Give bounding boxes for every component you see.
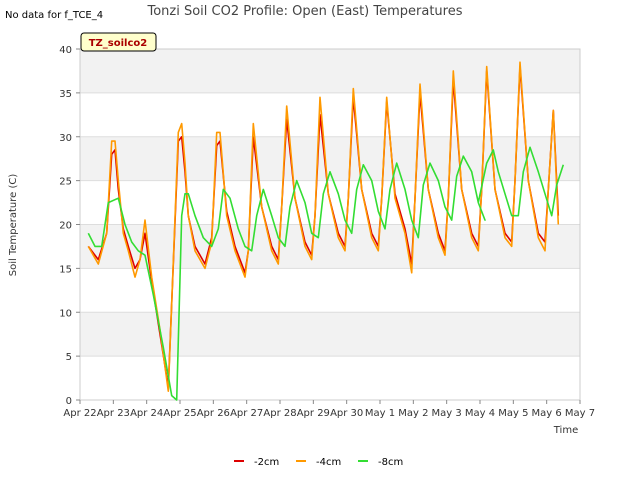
plot-band (80, 49, 580, 93)
x-tick-label: Apr 29 (297, 408, 330, 419)
badge-box (80, 32, 157, 52)
legend-label: -8cm (378, 457, 403, 468)
source-badge: TZ_soilco2 (80, 32, 157, 52)
x-tick-label: May 5 (498, 408, 528, 419)
legend-label: -2cm (254, 457, 279, 468)
series-line-8cmcm (87, 146, 565, 401)
y-tick-label: 35 (59, 89, 72, 100)
y-tick-label: 0 (66, 396, 72, 407)
x-tick-label: May 3 (432, 408, 462, 419)
y-tick-label: 15 (59, 264, 72, 275)
y-tick-label: 30 (59, 133, 72, 144)
x-axis-label: Time (553, 425, 578, 436)
x-tick-label: May 4 (465, 408, 495, 419)
x-tick-label: Apr 22 (63, 408, 96, 419)
chart-title: Tonzi Soil CO2 Profile: Open (East) Temp… (146, 4, 462, 19)
x-tick-label: Apr 23 (97, 408, 130, 419)
x-tick-label: Apr 25 (163, 408, 196, 419)
x-tick-label: Apr 27 (230, 408, 263, 419)
y-tick-label: 25 (59, 177, 72, 188)
legend-label: -4cm (316, 457, 341, 468)
no-data-note: No data for f_TCE_4 (5, 10, 103, 21)
x-axis-ticks: Apr 22 Apr 23 Apr 24 Apr 25 Apr 26 Apr 27 Apr … (63, 400, 595, 419)
plot-band (80, 312, 580, 357)
plot-band (80, 356, 580, 400)
y-axis-ticks: 0 5 10 15 20 25 30 35 40 (59, 45, 80, 407)
badge-label: TZ_soilco2 (89, 38, 148, 49)
y-tick-label: 20 (59, 221, 72, 232)
x-tick-label: May 1 (365, 408, 395, 419)
y-axis-label: Soil Temperature (C) (8, 174, 19, 277)
y-tick-label: 40 (59, 45, 72, 56)
legend: -2cm -4cm -8cm (234, 457, 403, 468)
plot-band (80, 224, 580, 269)
series-lines (87, 61, 565, 401)
x-tick-label: May 7 (565, 408, 595, 419)
x-tick-label: Apr 30 (330, 408, 363, 419)
x-tick-label: Apr 28 (263, 408, 296, 419)
x-tick-label: May 6 (532, 408, 562, 419)
y-tick-label: 10 (59, 308, 72, 319)
x-tick-label: Apr 24 (130, 408, 163, 419)
x-tick-label: May 2 (398, 408, 428, 419)
plot-band (80, 92, 580, 137)
y-tick-label: 5 (66, 352, 72, 363)
plot-band (80, 268, 580, 313)
x-tick-label: Apr 26 (197, 408, 230, 419)
